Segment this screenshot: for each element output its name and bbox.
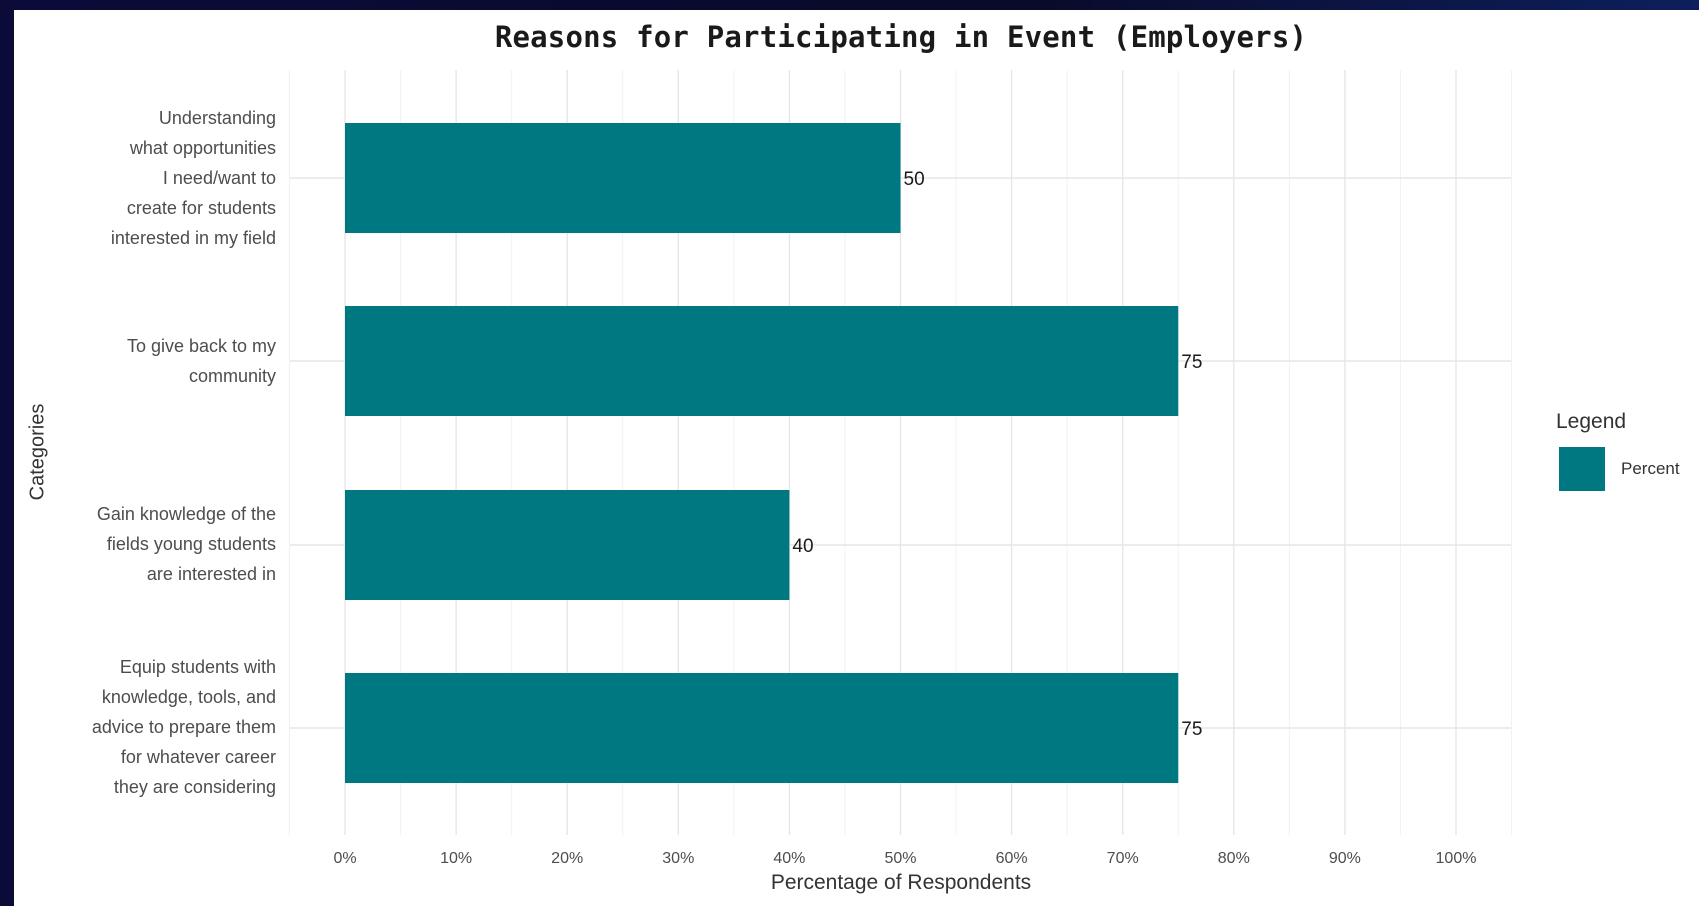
bar-2: [345, 490, 790, 600]
y-axis-title: Categories: [26, 403, 49, 501]
x-tick-label-6: 60%: [996, 850, 1028, 867]
data-label-2: 40: [792, 536, 813, 557]
data-label-3: 75: [1181, 719, 1202, 740]
x-tick-label-9: 90%: [1329, 850, 1361, 867]
x-tick-label-2: 20%: [551, 850, 583, 867]
x-tick-label-1: 10%: [440, 850, 472, 867]
category-label-3: Equip students with knowledge, tools, an…: [91, 657, 276, 797]
category-label-0: Understanding what opportunities I need/…: [110, 108, 276, 248]
legend-title: Legend: [1556, 410, 1627, 433]
bar-0: [345, 123, 901, 233]
bar-3: [345, 673, 1179, 783]
x-tick-label-10: 100%: [1436, 850, 1477, 867]
x-tick-label-8: 80%: [1218, 850, 1250, 867]
category-label-1: To give back to my community: [126, 336, 276, 386]
chart-title: Reasons for Participating in Event (Empl…: [494, 20, 1308, 54]
x-tick-label-3: 30%: [662, 850, 694, 867]
x-tick-label-7: 70%: [1107, 850, 1139, 867]
x-tick-label-4: 40%: [773, 850, 805, 867]
data-label-0: 50: [904, 169, 925, 190]
legend-label: Percent: [1621, 459, 1680, 478]
x-tick-label-0: 0%: [333, 850, 356, 867]
bar-1: [345, 306, 1179, 416]
x-axis-title: Percentage of Respondents: [770, 871, 1032, 894]
legend-swatch: [1559, 447, 1605, 491]
category-label-2: Gain knowledge of the fields young stude…: [96, 504, 276, 584]
data-label-1: 75: [1181, 352, 1202, 373]
x-tick-label-5: 50%: [884, 850, 916, 867]
